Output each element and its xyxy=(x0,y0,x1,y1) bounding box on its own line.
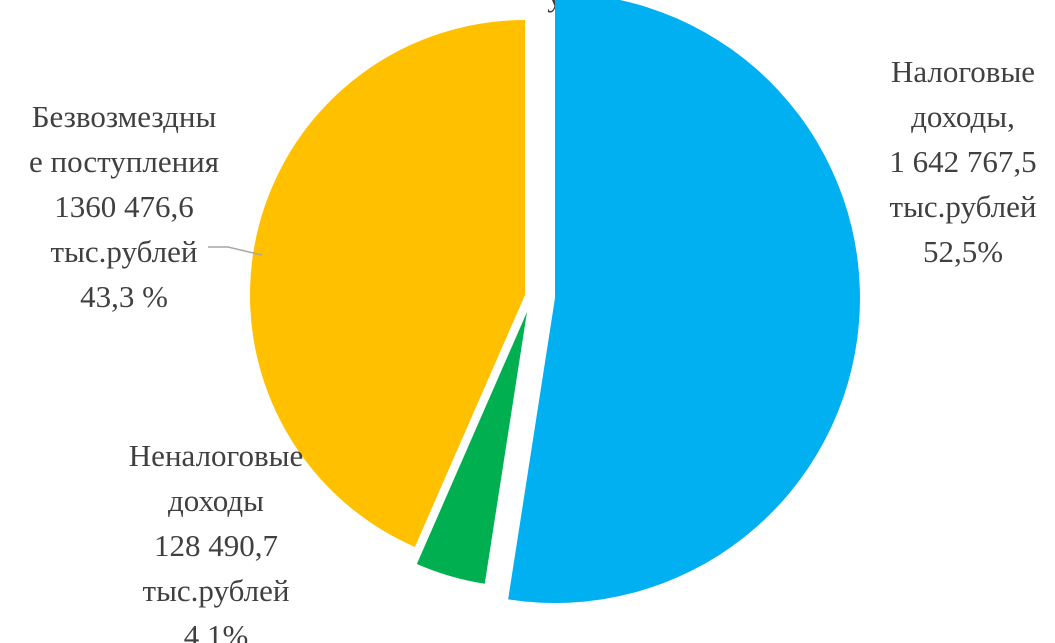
data-label-line: тыс.рублей xyxy=(51,234,198,269)
slice-nenalogovye xyxy=(416,312,527,584)
pie-labels: Налоговые доходы, 1 642 767,5 тыс.рублей 52,… xyxy=(29,54,1037,643)
slice-bezvozmezdnye xyxy=(250,20,525,547)
data-label-line: 1360 476,6 xyxy=(54,189,194,224)
data-label-line: Налоговые xyxy=(891,54,1035,89)
data-label-line: е поступления xyxy=(29,144,219,179)
pie-slices xyxy=(250,0,860,603)
data-label-line: Неналоговые xyxy=(129,438,303,473)
data-label-line: 128 490,7 xyxy=(154,528,278,563)
leader-line xyxy=(208,246,263,256)
data-label-line: тыс.рублей xyxy=(143,573,290,608)
slice-nalogovye xyxy=(508,0,860,603)
data-label-line: доходы, xyxy=(911,99,1015,134)
data-label-line: 1 642 767,5 xyxy=(889,144,1036,179)
data-label-2: Неналоговые доходы 128 490,7 тыс.рублей 4,1% xyxy=(129,438,303,643)
data-label-1: Налоговые доходы, 1 642 767,5 тыс.рублей 52,… xyxy=(889,54,1036,269)
data-label-line: 43,3 % xyxy=(80,279,168,314)
data-label-line: 4,1% xyxy=(184,618,249,643)
data-label-line: 52,5% xyxy=(923,234,1003,269)
data-label-3: Безвозмездны е поступления 1360 476,6 тыс.р… xyxy=(29,99,219,314)
data-label-line: Безвозмездны xyxy=(32,99,217,134)
data-label-line: доходы xyxy=(168,483,264,518)
data-label-line: тыс.рублей xyxy=(890,189,1037,224)
